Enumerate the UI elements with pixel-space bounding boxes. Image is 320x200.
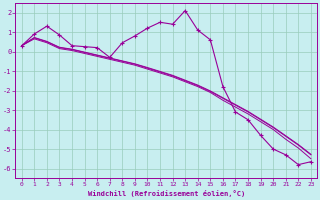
X-axis label: Windchill (Refroidissement éolien,°C): Windchill (Refroidissement éolien,°C) [88,190,245,197]
